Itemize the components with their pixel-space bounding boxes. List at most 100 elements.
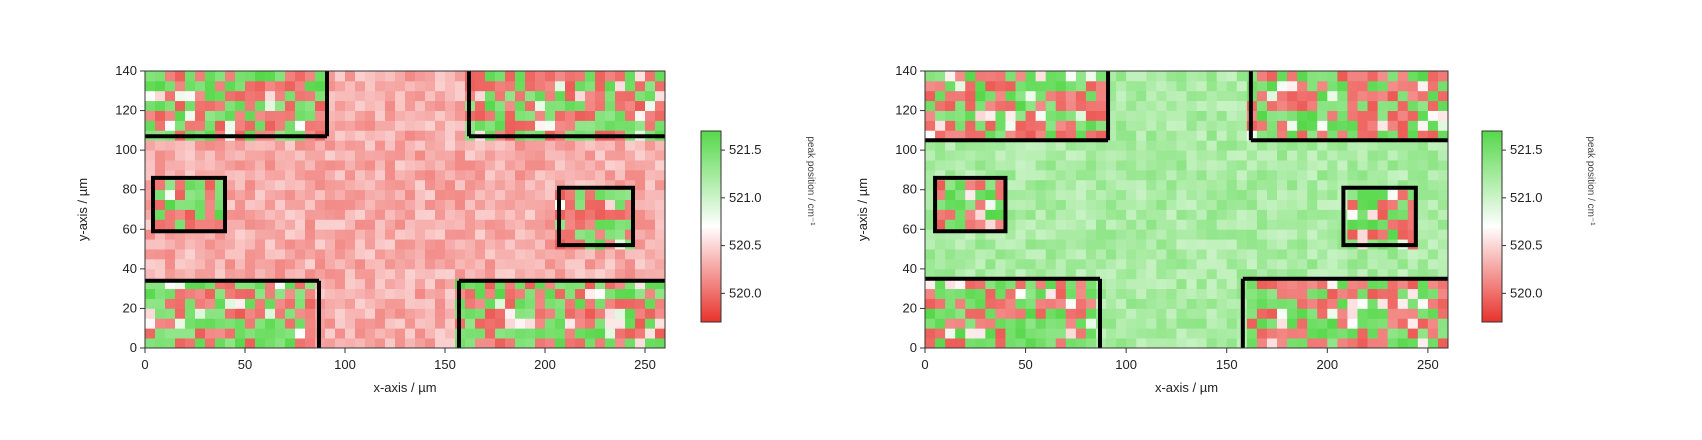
heatmap-cell bbox=[635, 278, 646, 290]
heatmap-cell bbox=[1166, 90, 1177, 102]
heatmap-cell bbox=[1437, 209, 1449, 220]
heatmap-cell bbox=[1266, 169, 1278, 181]
heatmap-cell bbox=[1437, 100, 1449, 111]
heatmap-cell bbox=[1226, 130, 1238, 141]
heatmap-cell bbox=[205, 140, 216, 151]
heatmap-cell bbox=[1317, 219, 1328, 230]
heatmap-cell bbox=[1256, 110, 1268, 121]
heatmap-cell bbox=[385, 80, 396, 92]
heatmap-cell bbox=[1095, 130, 1107, 141]
heatmap-cell bbox=[535, 100, 546, 111]
heatmap-cell bbox=[1347, 71, 1358, 82]
heatmap-cell bbox=[535, 110, 546, 121]
heatmap-cell bbox=[335, 80, 346, 92]
heatmap-cell bbox=[605, 140, 616, 151]
heatmap-cell bbox=[535, 308, 546, 319]
y-tick-label: 60 bbox=[903, 221, 917, 236]
heatmap-cell bbox=[1287, 80, 1298, 92]
heatmap-cell bbox=[455, 169, 466, 181]
heatmap-cell bbox=[1367, 249, 1378, 260]
heatmap-cell bbox=[395, 308, 406, 319]
heatmap-cell bbox=[1377, 288, 1389, 299]
heatmap-cell bbox=[205, 199, 216, 210]
heatmap-cell bbox=[1065, 219, 1077, 230]
heatmap-cell bbox=[265, 328, 276, 339]
heatmap-cell bbox=[385, 199, 396, 210]
heatmap-cell bbox=[1387, 169, 1399, 181]
heatmap-cell bbox=[1307, 229, 1318, 240]
heatmap-cell bbox=[1417, 199, 1429, 210]
heatmap-cell bbox=[1246, 258, 1258, 270]
heatmap-cell bbox=[1136, 189, 1147, 200]
heatmap-cell bbox=[335, 278, 346, 290]
heatmap-cell bbox=[515, 239, 526, 250]
heatmap-cell bbox=[1176, 229, 1187, 240]
heatmap-cell bbox=[215, 90, 226, 102]
heatmap-cell bbox=[505, 318, 516, 329]
heatmap-cell bbox=[305, 258, 316, 270]
heatmap-cell bbox=[1126, 80, 1137, 92]
heatmap-cell bbox=[345, 140, 356, 151]
heatmap-cell bbox=[595, 189, 606, 200]
heatmap-cell bbox=[505, 249, 516, 260]
heatmap-cell bbox=[1297, 140, 1308, 151]
heatmap-cell bbox=[1317, 90, 1328, 102]
heatmap-cell bbox=[1236, 100, 1248, 111]
heatmap-cell bbox=[145, 199, 156, 210]
heatmap-cell bbox=[1357, 219, 1368, 230]
heatmap-cell bbox=[425, 160, 436, 171]
heatmap-cell bbox=[1266, 80, 1278, 92]
heatmap-cell bbox=[1307, 80, 1318, 92]
heatmap-cell bbox=[1146, 328, 1157, 339]
heatmap-cell bbox=[1387, 229, 1399, 240]
heatmap-cell bbox=[155, 169, 166, 181]
heatmap-cell bbox=[1427, 199, 1439, 210]
heatmap-cell bbox=[175, 71, 186, 82]
heatmap-cell bbox=[255, 110, 266, 121]
heatmap-cell bbox=[995, 199, 1006, 210]
heatmap-cell bbox=[395, 209, 406, 220]
heatmap-cell bbox=[1136, 150, 1147, 161]
heatmap-cell bbox=[1387, 298, 1399, 309]
heatmap-cell bbox=[1387, 258, 1399, 270]
heatmap-cell bbox=[1156, 278, 1167, 290]
heatmap-cell bbox=[475, 239, 486, 250]
heatmap-cell bbox=[155, 179, 166, 191]
heatmap-cell bbox=[985, 249, 996, 260]
heatmap-cell bbox=[1417, 179, 1429, 191]
heatmap-cell bbox=[1116, 179, 1127, 191]
heatmap-cell bbox=[1186, 160, 1197, 171]
heatmap-cell bbox=[275, 110, 286, 121]
heatmap-cell bbox=[535, 179, 546, 191]
heatmap-cell bbox=[1387, 130, 1399, 141]
heatmap-cell bbox=[415, 169, 426, 181]
heatmap-cell bbox=[1327, 249, 1338, 260]
heatmap-cell bbox=[1136, 80, 1147, 92]
heatmap-cell bbox=[1116, 189, 1127, 200]
heatmap-cell bbox=[655, 308, 666, 319]
heatmap-cell bbox=[1337, 338, 1348, 349]
heatmap-cell bbox=[1337, 169, 1348, 181]
heatmap-cell bbox=[1367, 278, 1378, 290]
heatmap-cell bbox=[615, 110, 626, 121]
heatmap-cell bbox=[525, 71, 536, 82]
heatmap-cell bbox=[605, 229, 616, 240]
heatmap-cell bbox=[965, 150, 976, 161]
heatmap-cell bbox=[1437, 90, 1449, 102]
heatmap-cell bbox=[595, 318, 606, 329]
heatmap-cell bbox=[1287, 169, 1298, 181]
heatmap-cell bbox=[355, 278, 366, 290]
heatmap-cell bbox=[1095, 150, 1107, 161]
heatmap-cell bbox=[245, 229, 256, 240]
heatmap-cell bbox=[1297, 169, 1308, 181]
heatmap-cell bbox=[245, 150, 256, 161]
heatmap-cell bbox=[325, 249, 336, 260]
heatmap-cell bbox=[245, 90, 256, 102]
heatmap-cell bbox=[635, 90, 646, 102]
heatmap-cell bbox=[595, 120, 606, 131]
colorbar-gradient bbox=[1481, 130, 1503, 323]
heatmap-cell bbox=[945, 338, 956, 349]
heatmap-cell bbox=[1337, 179, 1348, 191]
heatmap-cell bbox=[1025, 318, 1037, 329]
heatmap-cell bbox=[1236, 80, 1248, 92]
